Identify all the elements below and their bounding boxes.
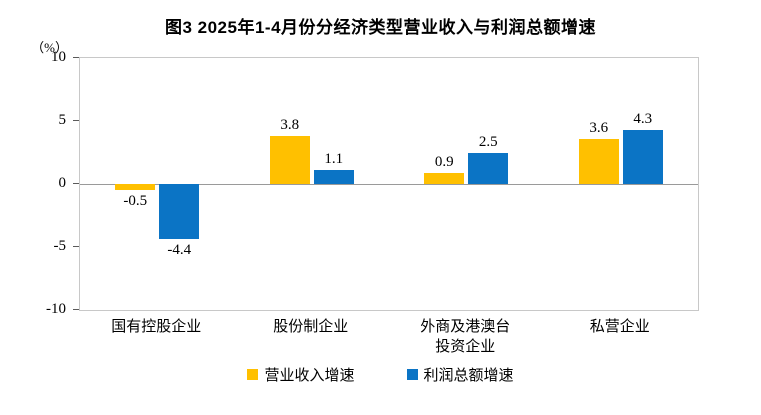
- legend-swatch-icon: [406, 369, 418, 380]
- y-tick-label: -5: [53, 238, 67, 254]
- y-tick-mark: [73, 182, 79, 184]
- y-tick-mark: [73, 119, 79, 121]
- bar-value-label: 1.1: [324, 151, 344, 168]
- zero-axis-line: [80, 183, 698, 185]
- chart-title: 图3 2025年1-4月份分经济类型营业收入与利润总额增速: [164, 18, 597, 37]
- x-axis-label: 私营企业: [589, 319, 650, 335]
- bar-series-2: [622, 129, 663, 184]
- y-tick-label: 0: [58, 175, 67, 191]
- legend-item-1: 营业收入增速: [247, 364, 355, 385]
- bar-value-label: -0.5: [123, 193, 148, 210]
- y-tick-label: -10: [46, 301, 66, 317]
- legend-item-2: 利润总额增速: [406, 364, 514, 385]
- x-axis-label: 国有控股企业: [111, 319, 202, 335]
- bar-series-1: [424, 172, 465, 184]
- x-axis-label: 外商及港澳台 投资企业: [420, 319, 511, 355]
- legend: 营业收入增速 利润总额增速: [0, 364, 761, 385]
- bar-series-1: [578, 138, 619, 184]
- bar-series-1: [115, 184, 156, 191]
- bar-series-1: [269, 136, 310, 184]
- bar-value-label: 3.8: [280, 117, 300, 134]
- legend-swatch-icon: [247, 369, 259, 380]
- bar-value-label: -4.4: [167, 242, 192, 259]
- legend-label: 营业收入增速: [264, 368, 355, 384]
- x-axis-label: 股份制企业: [273, 319, 349, 335]
- y-tick-mark: [73, 56, 79, 58]
- y-axis-unit-label: （%）: [31, 40, 68, 55]
- bar-value-label: 3.6: [589, 119, 609, 136]
- bar-series-2: [313, 170, 354, 184]
- bar-series-2: [468, 152, 509, 184]
- y-tick-mark: [73, 245, 79, 247]
- y-tick-label: 10: [51, 49, 66, 65]
- legend-label: 利润总额增速: [423, 368, 514, 384]
- bar-value-label: 0.9: [434, 153, 454, 170]
- bar-value-label: 2.5: [478, 133, 498, 150]
- y-tick-label: 5: [58, 112, 67, 128]
- bar-value-label: 4.3: [633, 110, 653, 127]
- y-tick-mark: [73, 308, 79, 310]
- bar-series-2: [159, 184, 200, 240]
- plot-area: -0.5 -4.4 3.8 1.1 0.9 2.5 3.6 4.3: [79, 57, 699, 311]
